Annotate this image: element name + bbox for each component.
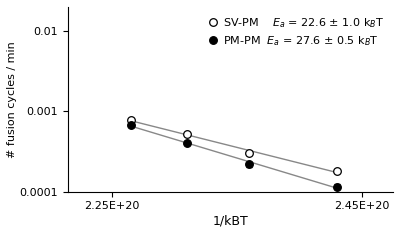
Legend: SV-PM    $E_a$ = 22.6 ± 1.0 k$_B$T, PM-PM  $E_a$ = 27.6 ± 0.5 k$_B$T: SV-PM $E_a$ = 22.6 ± 1.0 k$_B$T, PM-PM $… (204, 12, 388, 51)
Y-axis label: # fusion cycles / min: # fusion cycles / min (7, 41, 17, 158)
X-axis label: 1/kBT: 1/kBT (213, 214, 248, 227)
